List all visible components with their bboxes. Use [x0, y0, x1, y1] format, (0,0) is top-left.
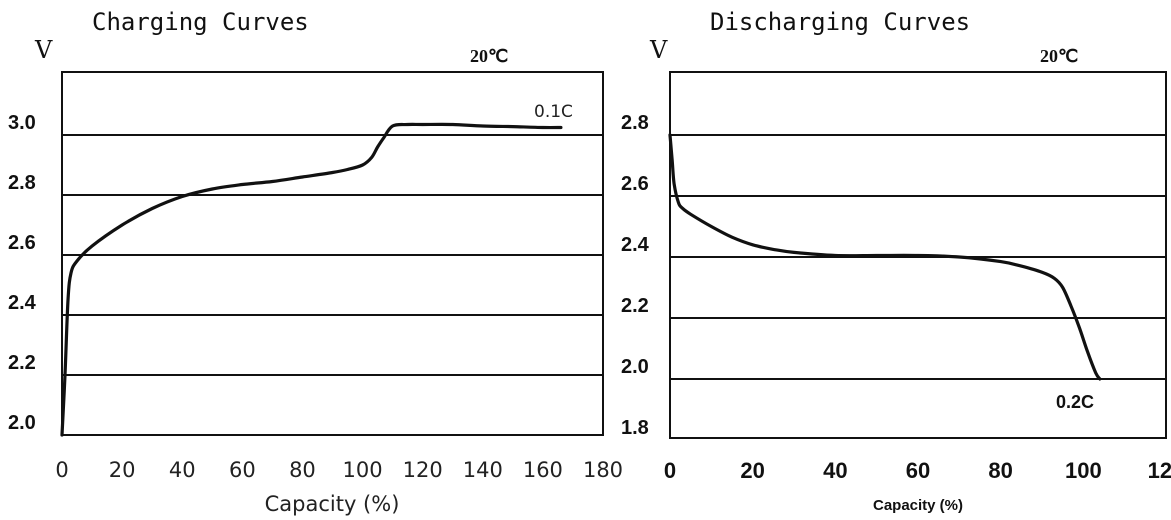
discharging-x-tick-label: 20 [740, 458, 764, 483]
discharging-x-tick-label: 80 [988, 458, 1012, 483]
discharging-temperature-label: 20℃ [1040, 46, 1078, 66]
charging-y-tick-label: 2.8 [8, 172, 36, 194]
charging-chart: Charging Curves V 20℃ 2.0 2.2 2.4 2.6 2.8 3.0… [8, 8, 623, 516]
discharging-x-tick-label: 120 [1148, 458, 1171, 483]
charging-y-tick-label: 2.6 [8, 232, 36, 254]
discharging-x-tick-label: 100 [1065, 458, 1102, 483]
discharging-y-unit-label: V [649, 36, 668, 64]
charging-x-tick-label: 120 [403, 458, 443, 482]
charging-x-axis-label: Capacity (%) [265, 492, 400, 516]
charging-x-tick-label: 180 [583, 458, 623, 482]
discharging-chart-title: Discharging Curves [710, 8, 970, 36]
discharging-series: 0.2C [668, 133, 1102, 412]
charging-x-tick-label: 0 [55, 458, 68, 482]
discharging-x-ticks: 0 20 40 60 80 100 120 [664, 458, 1171, 483]
charging-y-tick-label: 3.0 [8, 112, 36, 134]
discharging-x-axis-label: Capacity (%) [873, 497, 963, 514]
discharging-x-tick-label: 60 [906, 458, 930, 483]
discharging-series-label: 0.2C [1056, 392, 1094, 412]
discharging-y-tick-label: 1.8 [621, 417, 649, 439]
charging-gridlines [62, 134, 603, 376]
charging-curve-0.1C [60, 122, 563, 437]
charging-temperature-label: 20℃ [470, 46, 508, 66]
discharging-y-tick-label: 2.6 [621, 173, 649, 195]
charging-plot-frame [61, 71, 604, 436]
charging-chart-title: Charging Curves [92, 8, 309, 36]
charging-x-ticks: 0 20 40 60 80 100 120 140 160 180 [55, 458, 623, 482]
charging-y-ticks: 2.0 2.2 2.4 2.6 2.8 3.0 [8, 112, 37, 434]
discharging-y-ticks: 1.8 2.0 2.2 2.4 2.6 2.8 [621, 112, 650, 439]
charging-x-tick-label: 140 [463, 458, 503, 482]
charging-y-tick-label: 2.0 [8, 412, 36, 434]
discharging-curve-0.2C [668, 133, 1102, 381]
charging-y-tick-label: 2.2 [8, 352, 36, 374]
charging-y-tick-label: 2.4 [8, 292, 37, 314]
charging-y-unit-label: V [34, 36, 53, 64]
charging-x-tick-label: 160 [523, 458, 563, 482]
discharging-y-tick-label: 2.2 [621, 295, 649, 317]
discharging-plot-frame [669, 71, 1167, 439]
charging-series: 0.1C [60, 102, 573, 437]
charging-x-tick-label: 20 [109, 458, 136, 482]
charging-x-tick-label: 100 [343, 458, 383, 482]
discharging-x-tick-label: 0 [664, 458, 676, 483]
charging-series-label: 0.1C [534, 102, 573, 122]
discharging-y-tick-label: 2.8 [621, 112, 649, 134]
discharging-chart: Discharging Curves V 20℃ 1.8 2.0 2.2 2.4 2.6… [621, 8, 1171, 514]
discharging-y-tick-label: 2.4 [621, 234, 650, 256]
charging-x-tick-label: 60 [229, 458, 256, 482]
charging-x-tick-label: 80 [289, 458, 316, 482]
discharging-y-tick-label: 2.0 [621, 356, 649, 378]
charging-x-tick-label: 40 [169, 458, 196, 482]
discharging-x-tick-label: 40 [823, 458, 847, 483]
